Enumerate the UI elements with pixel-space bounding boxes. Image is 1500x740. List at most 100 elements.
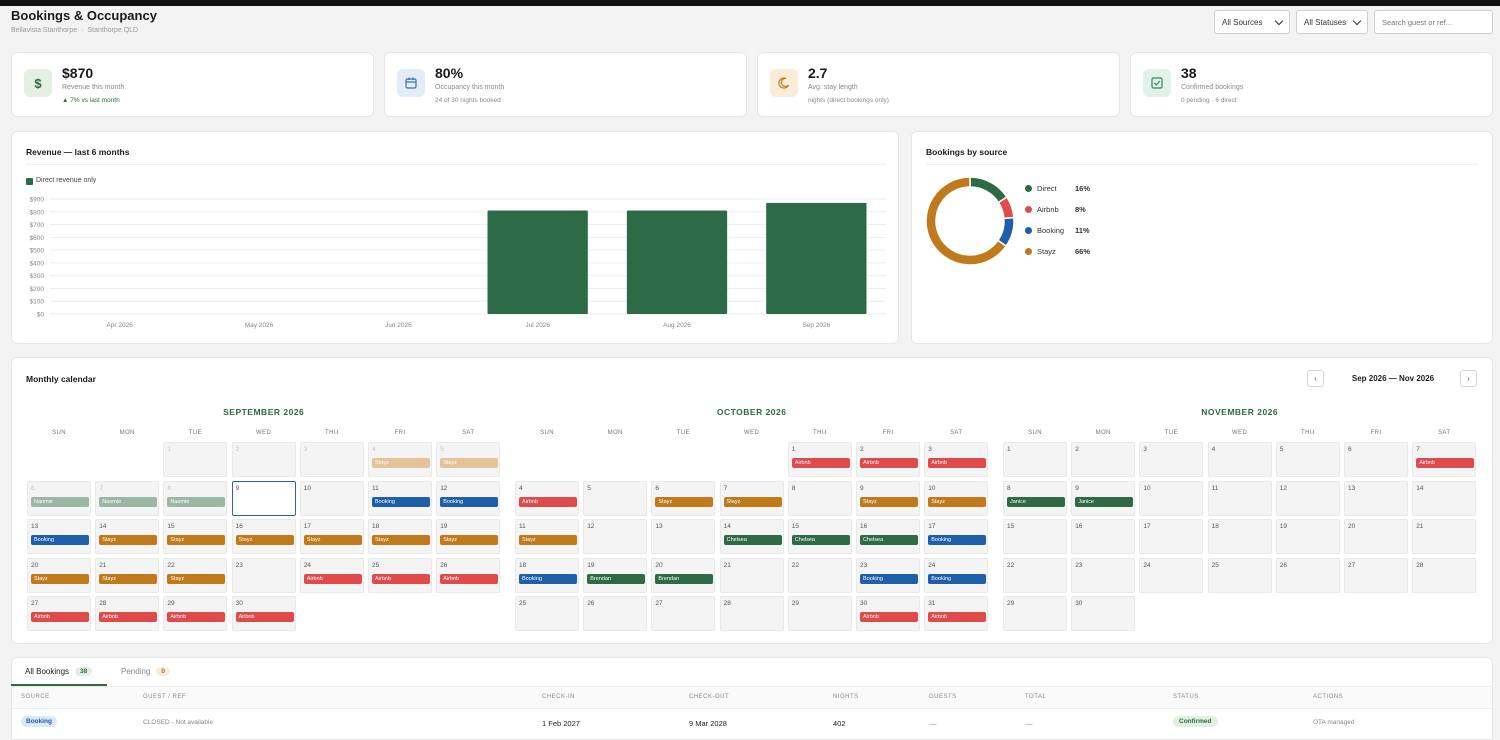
calendar-day[interactable]: 16 xyxy=(1071,519,1136,554)
calendar-day[interactable]: 19 Stayz xyxy=(436,519,501,554)
calendar-day[interactable]: 23 Booking xyxy=(856,557,920,593)
booking-pill[interactable]: Airbnb xyxy=(791,458,850,468)
calendar-day[interactable]: 1 xyxy=(1003,442,1067,477)
calendar-day[interactable]: 14 Stayz xyxy=(95,519,160,554)
booking-pill[interactable]: Brendan xyxy=(587,573,646,584)
booking-pill[interactable]: Booking xyxy=(440,496,499,507)
calendar-day[interactable]: 11 Stayz xyxy=(515,519,579,554)
calendar-day[interactable]: 23 xyxy=(231,557,296,593)
calendar-day[interactable]: 22 xyxy=(1003,557,1067,593)
booking-pill[interactable]: Stayz xyxy=(167,573,226,584)
calendar-day[interactable]: 2 xyxy=(231,442,296,477)
booking-pill[interactable]: Janice xyxy=(1007,496,1065,507)
calendar-day[interactable]: 1 Airbnb xyxy=(787,442,852,477)
booking-pill[interactable]: Stayz xyxy=(31,573,89,584)
calendar-day[interactable]: 1 xyxy=(163,442,228,477)
booking-pill[interactable]: Stayz xyxy=(440,458,499,468)
booking-pill[interactable]: Stayz xyxy=(235,535,294,545)
calendar-day[interactable]: 10 xyxy=(299,480,364,516)
calendar-day[interactable]: 9 Stayz xyxy=(856,480,920,516)
calendar-day[interactable]: 26 xyxy=(1275,557,1340,593)
booking-pill[interactable]: Naomie xyxy=(31,496,89,507)
booking-pill[interactable]: Stayz xyxy=(303,535,362,545)
calendar-day[interactable]: 20 Stayz xyxy=(27,557,91,593)
calendar-day[interactable]: 7 Naomie xyxy=(95,480,160,516)
calendar-day[interactable]: 21 Stayz xyxy=(95,557,160,593)
calendar-day[interactable]: 26 Airbnb xyxy=(436,557,501,593)
calendar-day[interactable]: 21 xyxy=(1412,519,1477,554)
booking-pill[interactable]: Airbnb xyxy=(99,612,158,622)
calendar-day[interactable]: 15 xyxy=(1003,519,1067,554)
booking-pill[interactable]: Chelsea xyxy=(723,535,782,545)
booking-pill[interactable]: Chelsea xyxy=(791,535,850,545)
calendar-day[interactable]: 20 Brendan xyxy=(651,557,716,593)
calendar-day[interactable]: 5 xyxy=(583,480,648,516)
calendar-day[interactable]: 23 xyxy=(1071,557,1136,593)
booking-pill[interactable]: Janice xyxy=(1075,496,1134,507)
booking-pill[interactable]: Stayz xyxy=(440,535,499,545)
calendar-day[interactable]: 11 xyxy=(1207,480,1272,516)
calendar-day[interactable]: 25 xyxy=(1207,557,1272,593)
booking-pill[interactable]: Airbnb xyxy=(928,458,987,468)
tab-pending[interactable]: Pending 0 xyxy=(121,667,170,676)
calendar-day[interactable]: 2 Airbnb xyxy=(856,442,920,477)
booking-pill[interactable]: Booking xyxy=(860,573,918,584)
calendar-day[interactable]: 27 xyxy=(1344,557,1408,593)
calendar-day[interactable]: 17 xyxy=(1139,519,1204,554)
booking-pill[interactable]: Brendan xyxy=(655,573,714,584)
calendar-day[interactable]: 11 Booking xyxy=(368,480,432,516)
calendar-day[interactable]: 30 Airbnb xyxy=(856,596,920,631)
calendar-day[interactable]: 3 xyxy=(1139,442,1204,477)
calendar-day[interactable]: 9 xyxy=(231,480,296,516)
calendar-day[interactable]: 10 Stayz xyxy=(924,480,989,516)
booking-pill[interactable]: Airbnb xyxy=(303,573,362,584)
calendar-day[interactable]: 8 Janice xyxy=(1003,480,1067,516)
booking-pill[interactable]: Airbnb xyxy=(519,496,577,507)
booking-pill[interactable]: Stayz xyxy=(723,496,782,507)
calendar-day[interactable]: 28 Airbnb xyxy=(95,596,160,631)
calendar-day[interactable]: 12 Booking xyxy=(436,480,501,516)
calendar-day[interactable]: 29 xyxy=(1003,596,1067,631)
source-filter-select[interactable]: All Sources xyxy=(1214,10,1290,34)
booking-pill[interactable]: Airbnb xyxy=(928,612,987,622)
booking-pill[interactable]: Booking xyxy=(31,535,89,545)
calendar-day[interactable]: 2 xyxy=(1071,442,1136,477)
calendar-day[interactable]: 8 Naomie xyxy=(163,480,228,516)
booking-pill[interactable]: Stayz xyxy=(99,573,158,584)
booking-pill[interactable]: Airbnb xyxy=(235,612,294,622)
tab-all-bookings[interactable]: All Bookings 38 xyxy=(25,667,93,676)
status-filter-select[interactable]: All Statuses xyxy=(1296,10,1368,34)
booking-pill[interactable]: Booking xyxy=(928,573,987,584)
calendar-day[interactable]: 5 Stayz xyxy=(436,442,501,477)
calendar-day[interactable]: 12 xyxy=(1275,480,1340,516)
booking-pill[interactable]: Stayz xyxy=(928,496,987,507)
prev-month-button[interactable]: ‹ xyxy=(1307,370,1324,387)
booking-pill[interactable]: Stayz xyxy=(99,535,158,545)
booking-pill[interactable]: Airbnb xyxy=(860,458,918,468)
calendar-day[interactable]: 19 Brendan xyxy=(583,557,648,593)
booking-pill[interactable]: Airbnb xyxy=(31,612,89,622)
calendar-day[interactable]: 18 Stayz xyxy=(368,519,432,554)
calendar-day[interactable]: 14 Chelsea xyxy=(719,519,784,554)
calendar-day[interactable]: 6 xyxy=(1344,442,1408,477)
booking-pill[interactable]: Chelsea xyxy=(860,535,918,545)
calendar-day[interactable]: 29 Airbnb xyxy=(163,596,228,631)
calendar-day[interactable]: 28 xyxy=(1412,557,1477,593)
calendar-day[interactable]: 4 Airbnb xyxy=(515,480,579,516)
booking-pill[interactable]: Stayz xyxy=(519,535,577,545)
calendar-day[interactable]: 6 Stayz xyxy=(651,480,716,516)
next-month-button[interactable]: › xyxy=(1460,370,1477,387)
calendar-day[interactable]: 18 xyxy=(1207,519,1272,554)
booking-pill[interactable]: Airbnb xyxy=(372,573,430,584)
calendar-day[interactable]: 13 xyxy=(651,519,716,554)
calendar-day[interactable]: 22 xyxy=(787,557,852,593)
calendar-day[interactable]: 9 Janice xyxy=(1071,480,1136,516)
booking-pill[interactable]: Booking xyxy=(372,496,430,507)
calendar-day[interactable]: 3 xyxy=(299,442,364,477)
calendar-day[interactable]: 17 Stayz xyxy=(299,519,364,554)
calendar-day[interactable]: 8 xyxy=(787,480,852,516)
booking-pill[interactable]: Stayz xyxy=(372,458,430,468)
calendar-day[interactable]: 3 Airbnb xyxy=(924,442,989,477)
booking-pill[interactable]: Airbnb xyxy=(440,573,499,584)
booking-pill[interactable]: Booking xyxy=(928,535,987,545)
